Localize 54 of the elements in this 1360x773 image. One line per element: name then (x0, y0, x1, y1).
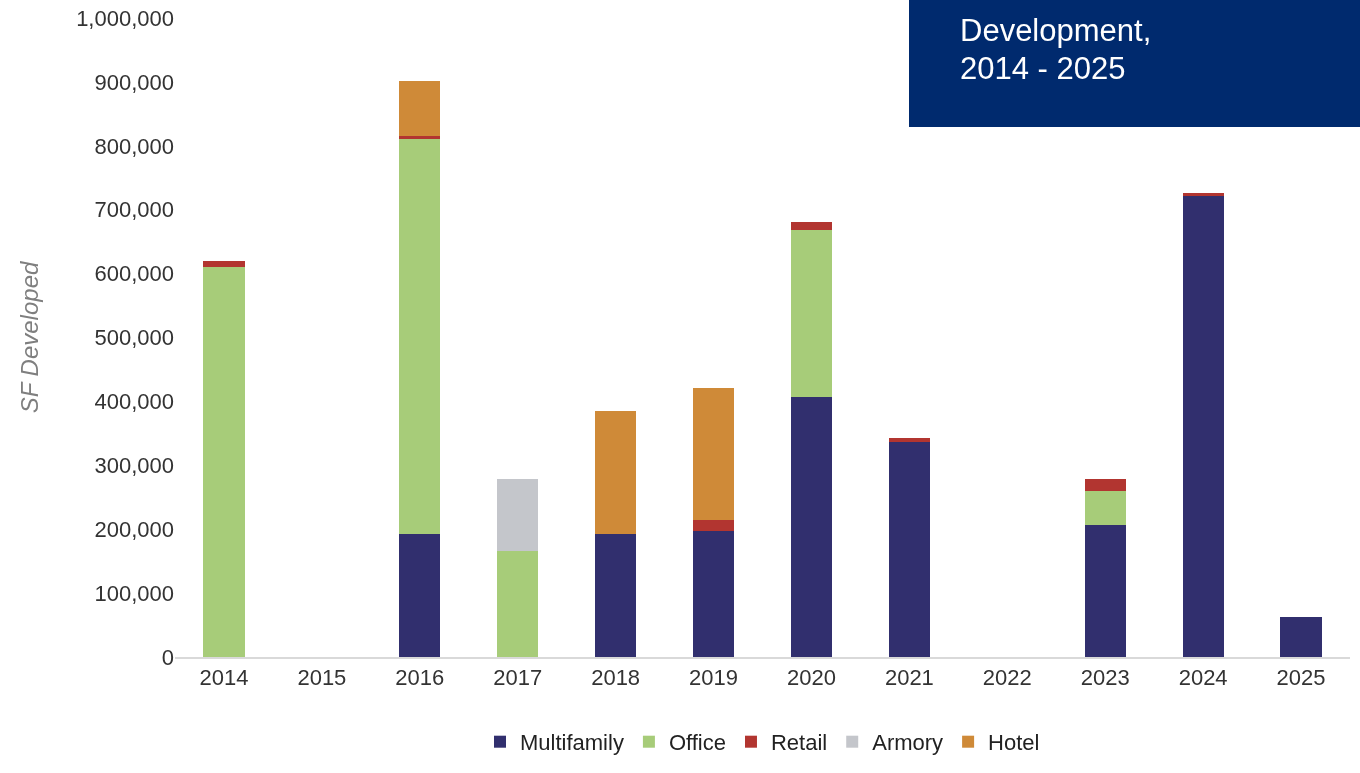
y-tick-label: 0 (161, 644, 174, 670)
bar (497, 550, 539, 657)
bar (692, 519, 735, 532)
bar (1182, 193, 1224, 197)
bar (399, 138, 441, 535)
bar (692, 531, 735, 657)
y-tick-label: 400,000 (94, 389, 174, 415)
bar (399, 81, 441, 136)
bar (399, 135, 441, 139)
x-tick-label: 2021 (884, 665, 934, 691)
x-tick-label: 2024 (1178, 665, 1228, 691)
y-axis-title: SF Developed (16, 261, 44, 414)
bar (595, 410, 637, 535)
bar (399, 534, 441, 657)
x-tick-label: 2014 (199, 665, 249, 691)
y-tick-label: 500,000 (94, 325, 174, 351)
bar (888, 442, 930, 657)
bar (595, 534, 637, 657)
x-tick-label: 2025 (1276, 665, 1326, 691)
x-tick-label: 2016 (395, 665, 445, 691)
x-tick-label: 2022 (982, 665, 1032, 691)
bar (790, 221, 833, 230)
y-tick-label: 300,000 (94, 453, 174, 478)
y-tick-label: 900,000 (94, 69, 174, 95)
legend-label: Multifamily (520, 730, 624, 756)
bar (203, 261, 245, 268)
bar (692, 387, 735, 520)
y-tick-label: 700,000 (94, 197, 174, 223)
y-tick-label: 800,000 (94, 133, 174, 159)
x-tick-label: 2023 (1080, 665, 1130, 691)
x-tick-label: 2019 (689, 665, 739, 691)
legend-label: Armory (872, 730, 944, 756)
bar (203, 267, 245, 657)
y-tick-label: 100,000 (94, 580, 174, 606)
legend-label: Retail (770, 730, 828, 756)
bar (1280, 616, 1322, 657)
bar (1182, 196, 1224, 657)
bar (790, 229, 833, 397)
bar (1084, 490, 1126, 526)
bar (1084, 525, 1126, 657)
x-tick-label: 2015 (297, 665, 347, 691)
x-tick-label: 2018 (591, 665, 641, 691)
y-tick-label: 200,000 (94, 516, 174, 542)
legend-label: Hotel (988, 730, 1040, 756)
y-tick-label: 1,000,000 (76, 5, 174, 31)
text: Development, 2014 - 2025 (960, 12, 1152, 88)
y-tick-label: 600,000 (94, 261, 174, 287)
bar (497, 478, 539, 551)
bar (790, 396, 833, 657)
bar (888, 438, 930, 443)
bar (1084, 478, 1126, 491)
legend-label: Office (668, 730, 726, 756)
x-tick-label: 2020 (786, 665, 836, 691)
x-tick-label: 2017 (493, 665, 543, 691)
